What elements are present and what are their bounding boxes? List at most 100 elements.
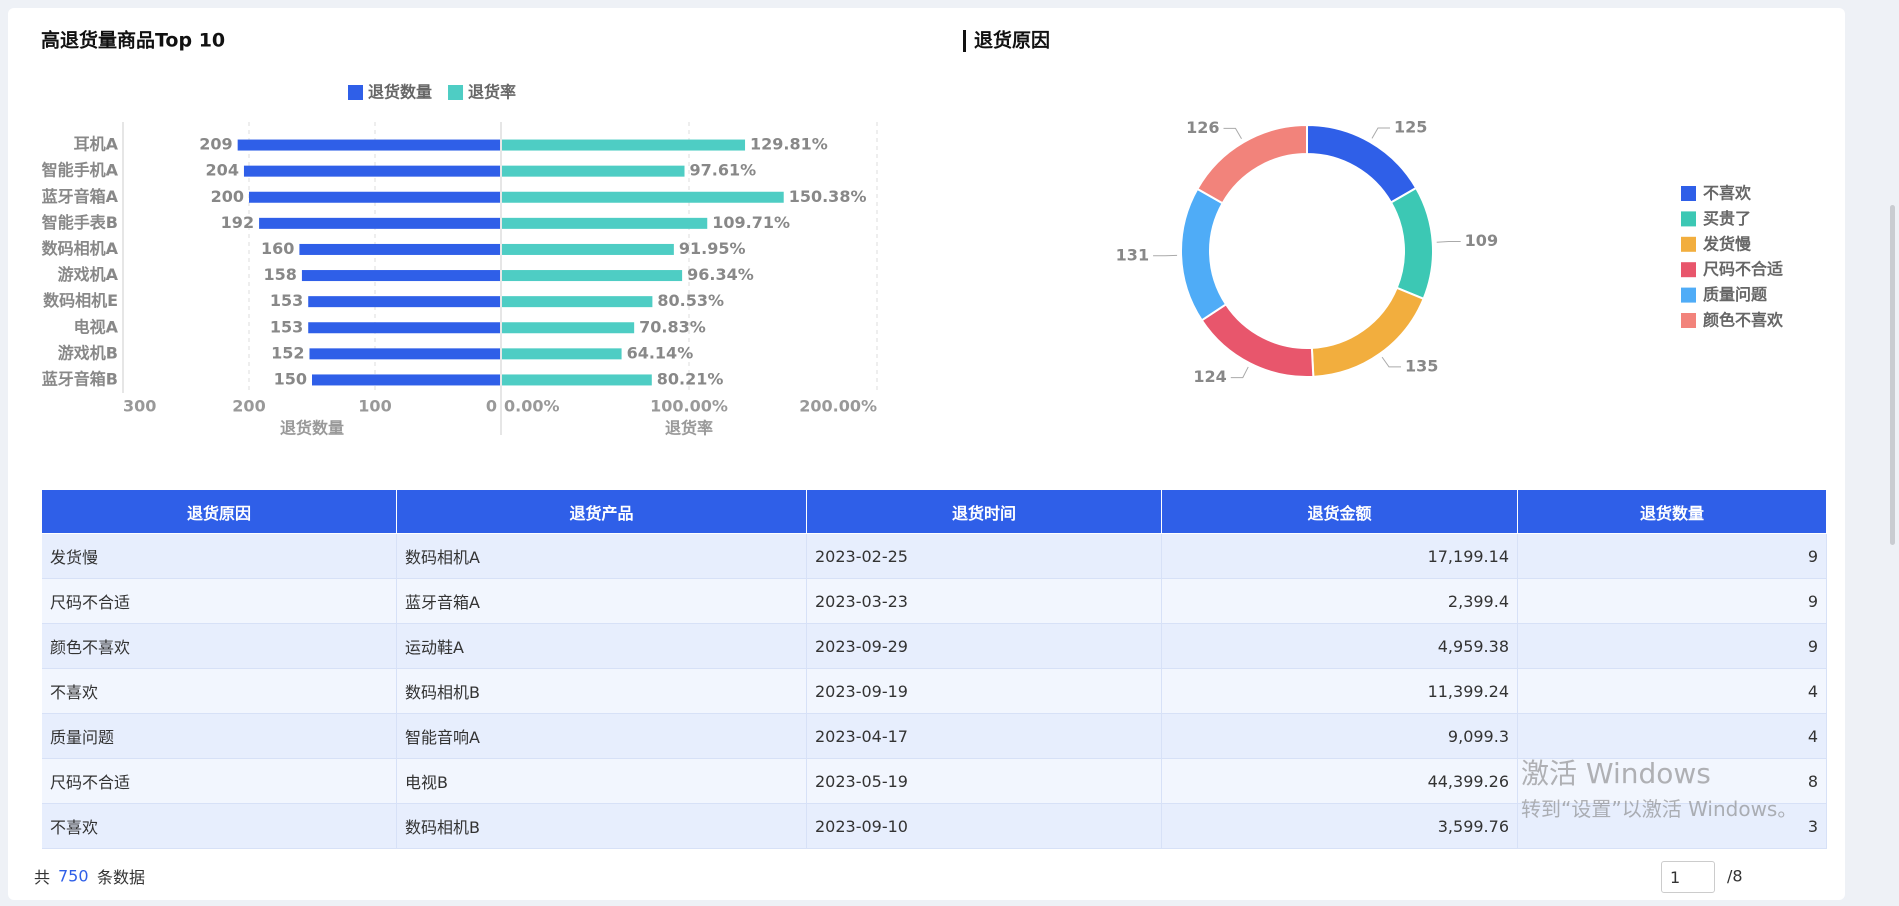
value-label: 80.21%	[657, 369, 724, 388]
table-cell: 2023-03-23	[807, 579, 1162, 624]
bar	[502, 374, 652, 386]
legend-label: 退货数量	[368, 83, 432, 102]
y-tick-label: 智能手表B	[42, 213, 118, 232]
value-label: 153	[270, 291, 303, 310]
legend-swatch	[1681, 262, 1696, 278]
x-tick-label: 0.00%	[504, 397, 560, 416]
value-label: 150	[274, 369, 307, 388]
page-count: /8	[1727, 866, 1743, 886]
bar	[299, 243, 500, 255]
table-cell: 数码相机A	[397, 534, 807, 579]
table-cell: 数码相机B	[397, 804, 807, 849]
legend-swatch	[1681, 313, 1696, 328]
table-cell: 电视B	[397, 759, 807, 804]
donut-slice	[1195, 123, 1308, 205]
value-label: 129.81%	[750, 135, 828, 154]
table-row: 颜色不喜欢 运动鞋A 2023-09-29 4,959.38 9	[42, 624, 1827, 669]
value-label: 96.34%	[687, 265, 754, 284]
table-cell: 2023-04-17	[807, 714, 1162, 759]
legend-swatch	[1681, 186, 1696, 201]
value-label: 204	[206, 161, 239, 180]
table-cell: 2023-05-19	[807, 759, 1162, 804]
table-cell: 3,599.76	[1162, 804, 1518, 849]
table-cell: 4	[1518, 669, 1827, 714]
value-label: 150.38%	[789, 187, 867, 206]
bar	[309, 348, 500, 360]
value-label: 91.95%	[679, 239, 746, 258]
value-label: 152	[271, 343, 304, 362]
table-cell: 运动鞋A	[397, 624, 807, 669]
table-cell: 不喜欢	[42, 669, 397, 714]
value-label: 200	[211, 187, 244, 206]
legend-label: 不喜欢	[1703, 184, 1752, 203]
table-cell: 8	[1518, 759, 1827, 804]
x-tick-label: 100	[358, 397, 391, 416]
donut-slice	[1200, 302, 1315, 378]
card: 高退货量商品Top 10 退货数量 退货率 0 100 200 300 0.00% 100.00…	[8, 8, 1845, 900]
y-tick-label: 数码相机E	[43, 291, 118, 310]
bar	[502, 191, 784, 203]
table-cell: 2023-09-29	[807, 624, 1162, 669]
table-cell: 颜色不喜欢	[42, 624, 397, 669]
total-count: 750	[58, 866, 89, 886]
bar	[502, 348, 622, 360]
table-cell: 17,199.14	[1162, 534, 1518, 579]
bar	[502, 270, 683, 282]
y-tick-label: 智能手机A	[42, 161, 119, 180]
leader-line	[1371, 127, 1390, 139]
slice-label: 135	[1405, 356, 1438, 375]
donut-slice	[1306, 123, 1418, 204]
leader-line	[1381, 356, 1402, 368]
slice-label: 109	[1465, 231, 1498, 250]
bar	[502, 322, 635, 334]
x-axis-title: 退货数量	[280, 419, 344, 438]
total-suffix: 条数据	[97, 868, 146, 887]
bar	[502, 296, 653, 308]
value-label: 80.53%	[657, 291, 724, 310]
leader-line	[1436, 240, 1461, 243]
watermark: 转到“设置”以激活 Windows。	[1521, 797, 1798, 821]
chart-title: 高退货量商品Top 10	[41, 29, 225, 52]
y-tick-label: 电视A	[74, 317, 119, 336]
legend-label: 颜色不喜欢	[1703, 311, 1784, 330]
column-header: 退货原因	[42, 490, 397, 534]
bar	[308, 296, 500, 308]
page-input[interactable]: 1	[1661, 861, 1715, 893]
slice-label: 125	[1394, 118, 1427, 137]
table-cell: 尺码不合适	[42, 579, 397, 624]
table-row: 不喜欢 数码相机B 2023-09-19 11,399.24 4	[42, 669, 1827, 714]
table-header: 退货原因 退货产品 退货时间 退货金额 退货数量	[42, 490, 1827, 534]
value-label: 209	[199, 135, 232, 154]
bar	[243, 165, 500, 177]
bar	[249, 191, 500, 203]
table-row: 发货慢 数码相机A 2023-02-25 17,199.14 9	[42, 534, 1827, 579]
legend-label: 质量问题	[1703, 285, 1768, 304]
x-tick-label: 100.00%	[650, 397, 728, 416]
table-cell: 9	[1518, 579, 1827, 624]
scrollbar[interactable]	[1890, 205, 1895, 545]
table-cell: 质量问题	[42, 714, 397, 759]
legend-label: 发货慢	[1702, 234, 1752, 253]
table-row: 尺码不合适 蓝牙音箱A 2023-03-23 2,399.4 9	[42, 579, 1827, 624]
bar	[502, 217, 708, 229]
column-header: 退货产品	[397, 490, 807, 534]
table-cell: 11,399.24	[1162, 669, 1518, 714]
y-tick-label: 数码相机A	[42, 239, 119, 258]
y-tick-label: 游戏机A	[58, 265, 119, 284]
table-cell: 2023-02-25	[807, 534, 1162, 579]
y-tick-label: 耳机A	[74, 135, 119, 154]
bar	[502, 243, 674, 255]
value-label: 70.83%	[639, 317, 706, 336]
table-cell: 智能音响A	[397, 714, 807, 759]
value-label: 64.14%	[627, 343, 694, 362]
table-cell: 3	[1518, 804, 1827, 849]
y-tick-label: 游戏机B	[58, 343, 118, 362]
bar	[312, 374, 500, 386]
value-label: 192	[221, 213, 254, 232]
bar	[237, 139, 500, 151]
table-cell: 发货慢	[42, 534, 397, 579]
legend-label: 买贵了	[1703, 209, 1751, 228]
value-label: 109.71%	[712, 213, 790, 232]
